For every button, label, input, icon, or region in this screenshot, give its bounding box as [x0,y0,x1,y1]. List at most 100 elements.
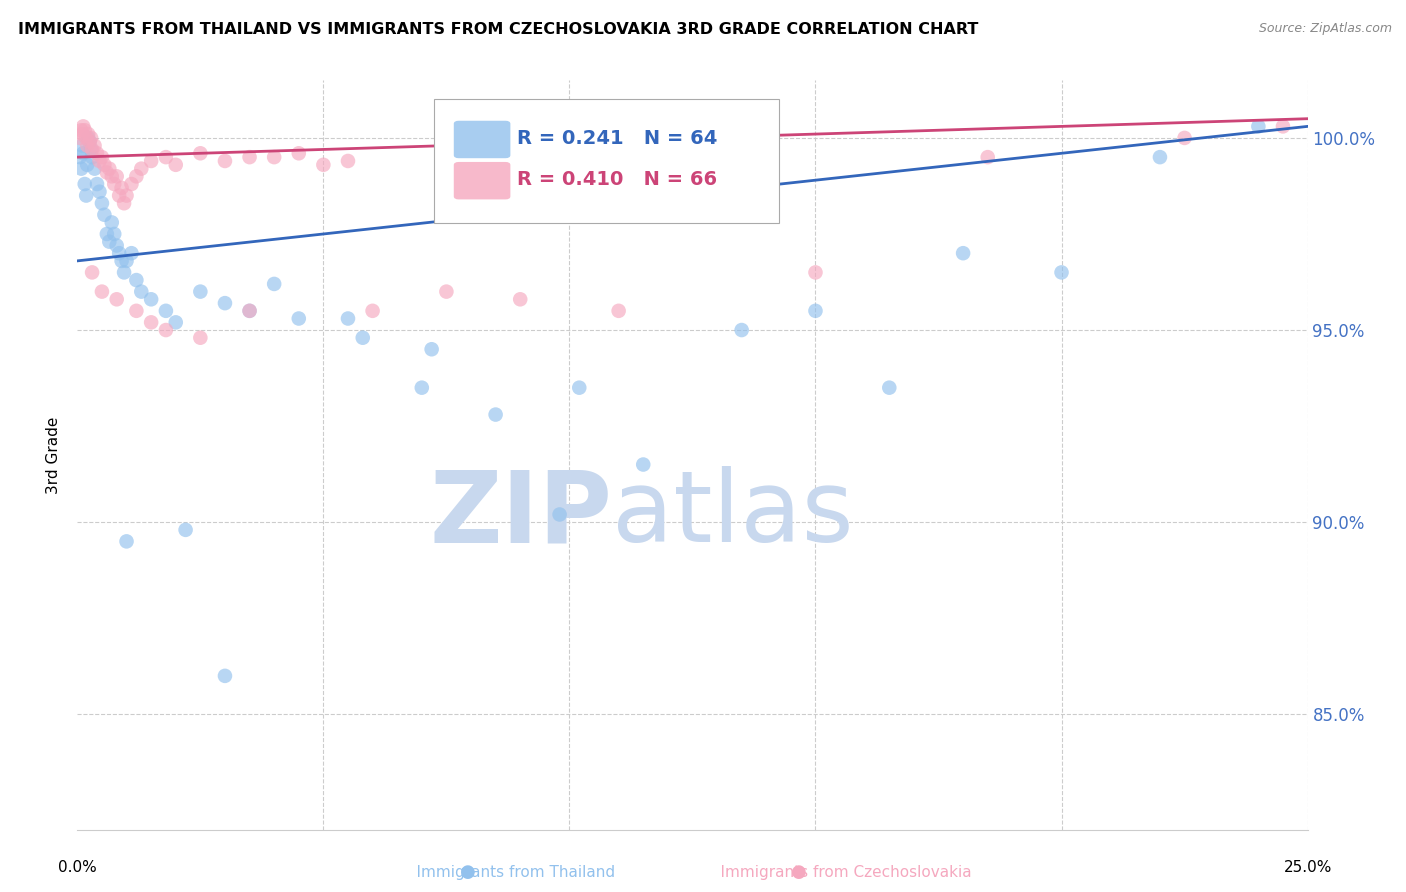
FancyBboxPatch shape [434,99,779,223]
Point [1050,265,1073,279]
Point [105,293,128,307]
Point [90,150,114,164]
Point [411,381,433,395]
Point [70,127,93,141]
Point [115,534,138,549]
Point [82,265,104,279]
Point [125,303,148,318]
Point [76,158,98,172]
Point [361,303,384,318]
Point [155,323,177,337]
Text: ZIP: ZIP [430,467,613,564]
Point [82,143,104,157]
Point [188,285,212,299]
Point [101,215,124,229]
Point [75,131,97,145]
Point [80,143,103,157]
Point [263,277,285,291]
Point [108,246,131,260]
Point [103,227,125,241]
Y-axis label: 3rd Grade: 3rd Grade [46,417,62,493]
Point [72,146,94,161]
Point [1247,120,1270,134]
Text: ●: ● [460,863,477,881]
Text: IMMIGRANTS FROM THAILAND VS IMMIGRANTS FROM CZECHOSLOVAKIA 3RD GRADE CORRELATION: IMMIGRANTS FROM THAILAND VS IMMIGRANTS F… [18,22,979,37]
Point [105,169,128,184]
Point [977,150,1000,164]
Point [633,458,655,472]
Text: R = 0.241   N = 64: R = 0.241 N = 64 [516,129,717,148]
Text: 25.0%: 25.0% [1284,860,1331,875]
Point [804,265,827,279]
Point [121,246,143,260]
Point [83,138,105,153]
Text: Immigrants from Thailand: Immigrants from Thailand [396,865,616,880]
Text: atlas: atlas [613,467,853,564]
Point [79,135,101,149]
Point [79,135,101,149]
Point [155,303,177,318]
Point [607,303,630,318]
Point [111,181,132,195]
Point [214,669,236,683]
Point [115,188,138,202]
Text: Source: ZipAtlas.com: Source: ZipAtlas.com [1258,22,1392,36]
Point [288,146,311,161]
Point [155,150,177,164]
Point [98,161,121,176]
Point [70,123,93,137]
Point [89,153,111,168]
FancyBboxPatch shape [454,120,510,158]
Point [436,285,458,299]
Point [69,131,91,145]
Point [96,165,118,179]
Point [1272,120,1295,134]
Text: 0.0%: 0.0% [58,860,97,875]
Point [75,188,97,202]
Point [239,150,262,164]
Point [89,185,111,199]
Point [115,253,138,268]
Point [111,253,132,268]
Point [141,153,163,168]
Point [352,331,374,345]
Point [239,303,262,318]
Point [337,311,360,326]
Point [129,161,153,176]
Point [188,146,212,161]
Point [165,315,187,329]
Point [804,303,827,318]
Point [141,293,163,307]
Point [86,177,108,191]
Point [90,285,114,299]
Point [105,238,128,252]
Point [312,158,335,172]
Point [73,177,96,191]
Point [141,315,163,329]
Point [93,208,115,222]
Point [76,138,98,153]
Point [93,158,115,172]
Text: ●: ● [790,863,807,881]
Point [952,246,974,260]
Point [263,150,285,164]
Point [69,150,91,164]
Point [174,523,197,537]
Point [73,123,96,137]
Point [82,150,104,164]
Point [420,343,443,357]
Point [509,293,531,307]
Point [239,303,262,318]
Point [125,169,148,184]
Point [77,131,100,145]
Text: R = 0.410   N = 66: R = 0.410 N = 66 [516,170,717,189]
Point [214,296,236,310]
Point [731,323,754,337]
Point [129,285,153,299]
Point [77,127,100,141]
Point [548,508,571,522]
Point [879,381,901,395]
Point [1149,150,1171,164]
Point [568,381,591,395]
Point [86,146,108,161]
